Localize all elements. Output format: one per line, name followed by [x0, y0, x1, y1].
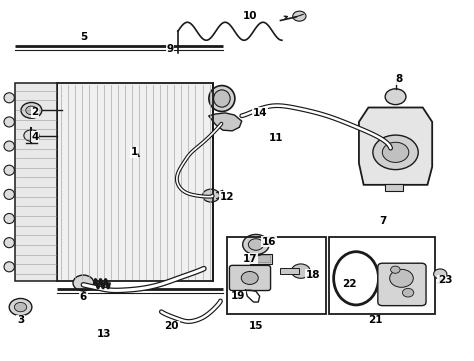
- Ellipse shape: [4, 262, 14, 272]
- Circle shape: [293, 11, 306, 21]
- Ellipse shape: [209, 86, 235, 112]
- Text: 1: 1: [130, 147, 137, 157]
- Text: 21: 21: [368, 315, 382, 325]
- Circle shape: [385, 89, 406, 105]
- Circle shape: [373, 135, 418, 170]
- Text: 2: 2: [32, 107, 39, 117]
- Bar: [252, 255, 270, 262]
- Circle shape: [26, 106, 37, 115]
- Ellipse shape: [214, 90, 230, 107]
- Circle shape: [202, 189, 219, 202]
- Circle shape: [402, 288, 414, 297]
- FancyBboxPatch shape: [378, 263, 426, 306]
- Ellipse shape: [4, 189, 14, 199]
- Circle shape: [243, 234, 269, 255]
- Circle shape: [390, 269, 413, 287]
- Circle shape: [14, 303, 27, 312]
- FancyBboxPatch shape: [229, 265, 271, 291]
- Text: 18: 18: [305, 270, 320, 280]
- Circle shape: [434, 269, 447, 279]
- Text: 10: 10: [243, 11, 257, 21]
- Ellipse shape: [4, 117, 14, 127]
- Bar: [57, 83, 213, 281]
- Circle shape: [383, 142, 409, 162]
- Text: 3: 3: [17, 315, 24, 325]
- Text: 4: 4: [31, 132, 39, 142]
- Ellipse shape: [4, 93, 14, 103]
- Bar: [384, 184, 403, 191]
- Text: 16: 16: [262, 236, 276, 247]
- Text: 11: 11: [268, 133, 283, 143]
- Text: 17: 17: [243, 254, 257, 264]
- Text: 8: 8: [395, 74, 403, 84]
- Ellipse shape: [4, 141, 14, 151]
- Bar: [227, 237, 326, 314]
- Ellipse shape: [4, 238, 14, 248]
- Text: 15: 15: [249, 321, 263, 331]
- Circle shape: [391, 266, 400, 273]
- Bar: [280, 268, 300, 274]
- Circle shape: [24, 130, 39, 141]
- Text: 14: 14: [252, 108, 267, 118]
- Text: 9: 9: [166, 44, 173, 54]
- Circle shape: [73, 275, 94, 291]
- Polygon shape: [359, 108, 432, 185]
- Circle shape: [292, 264, 310, 278]
- Circle shape: [248, 239, 264, 250]
- Text: 12: 12: [219, 192, 234, 202]
- Ellipse shape: [4, 165, 14, 175]
- Circle shape: [9, 299, 32, 316]
- Bar: [329, 237, 436, 314]
- Circle shape: [21, 103, 42, 118]
- Text: 5: 5: [80, 32, 87, 42]
- FancyArrowPatch shape: [284, 16, 287, 19]
- Circle shape: [241, 271, 258, 284]
- Text: 22: 22: [342, 279, 357, 289]
- Text: 6: 6: [80, 292, 87, 303]
- Text: 13: 13: [97, 330, 111, 339]
- Text: 20: 20: [164, 321, 179, 331]
- Bar: [15, 83, 57, 281]
- Polygon shape: [209, 113, 242, 131]
- Ellipse shape: [4, 213, 14, 223]
- Text: 7: 7: [379, 216, 386, 226]
- Text: 23: 23: [438, 275, 452, 286]
- Bar: [250, 254, 272, 264]
- Text: 19: 19: [231, 291, 245, 301]
